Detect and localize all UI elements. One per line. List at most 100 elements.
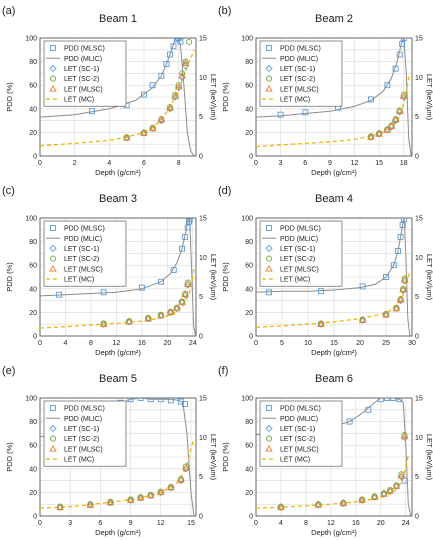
legend-swatch-diamond (49, 64, 57, 73)
legend-label: LET (MLSC) (64, 446, 103, 453)
y-tick-label: 60 (245, 263, 253, 270)
plot-area (255, 397, 413, 517)
y-tick-label: 100 (241, 396, 253, 403)
data-point-diamond (173, 304, 181, 313)
data-point-square (89, 108, 95, 115)
data-point-triangle (181, 59, 190, 66)
data-point-square (395, 248, 401, 254)
legend-label: LET (SC-1) (64, 66, 99, 73)
legend-label: LET (MC) (64, 277, 94, 284)
panel-title: Beam 6 (315, 373, 353, 385)
data-point-triangle (126, 496, 135, 504)
legend-label: PDD (MLIC) (64, 56, 102, 63)
y-tick-label: 100 (25, 396, 37, 403)
x-tick-label: 9 (328, 160, 332, 167)
data-point-circle (182, 58, 189, 65)
x-tick-label: 9 (129, 520, 133, 527)
x-tick-label: 8 (89, 340, 93, 347)
data-point-diamond (157, 311, 165, 320)
data-point-diamond (370, 493, 379, 501)
x-tick-label: 0 (38, 520, 42, 527)
data-point-square (359, 283, 366, 290)
data-point-square (384, 398, 390, 401)
y-tick-label: 40 (29, 286, 37, 293)
panel-label: (a) (2, 5, 15, 17)
data-point-diamond (386, 487, 394, 495)
y2-tick-label: 0 (415, 514, 419, 521)
legend-label: LET (MLSC) (280, 446, 319, 453)
data-point-square (396, 398, 403, 403)
panel-label: (f) (218, 365, 228, 377)
data-point-diamond (166, 308, 175, 317)
x-tick-label: 10 (304, 340, 312, 347)
y2-tick-label: 10 (415, 435, 423, 442)
y-axis-title: PDD (%) (5, 82, 14, 112)
y2-tick-label: 0 (199, 154, 203, 161)
data-point-triangle (125, 317, 133, 325)
x-tick-label: 3 (68, 520, 72, 527)
y-tick-label: 0 (249, 334, 253, 341)
data-point-diamond (123, 134, 131, 142)
data-point-diamond (147, 491, 155, 500)
data-point-triangle (367, 133, 375, 140)
panel-label: (b) (218, 5, 231, 17)
x-tick-label: 20 (356, 340, 364, 347)
y2-tick-label: 5 (415, 474, 419, 481)
data-point-diamond (86, 501, 94, 509)
legend-label: PDD (MLIC) (280, 416, 318, 423)
data-point-square (302, 109, 309, 116)
x-axis-title: Depth (g/cm²) (311, 168, 357, 177)
plot-area (255, 37, 413, 157)
y2-axis-title: LET (keV/μm) (209, 74, 218, 121)
y-tick-label: 20 (245, 490, 253, 497)
x-tick-label: 30 (408, 340, 416, 347)
x-tick-label: 0 (254, 340, 258, 347)
data-point-square (175, 38, 182, 41)
y-tick-label: 100 (241, 36, 253, 43)
data-point-triangle (400, 92, 408, 99)
x-tick-label: 24 (402, 520, 410, 527)
x-tick-label: 15 (330, 340, 338, 347)
data-point-circle (179, 70, 186, 77)
y2-tick-label: 15 (415, 36, 423, 43)
data-point-diamond (106, 498, 115, 507)
y-tick-label: 60 (29, 83, 37, 90)
data-point-triangle (183, 280, 192, 287)
legend-label: LET (MLSC) (280, 266, 319, 273)
y-tick-label: 20 (29, 310, 37, 317)
series-group (256, 38, 412, 156)
data-point-triangle (277, 503, 285, 511)
plot-area (255, 217, 413, 337)
data-point-diamond (137, 494, 145, 502)
y2-axis-title: LET (keV/μm) (209, 434, 218, 481)
data-point-square (184, 224, 191, 231)
legend-label: LET (MLSC) (64, 86, 103, 93)
series-line-pdd-mlic (256, 218, 411, 336)
legend-swatch-triangle (265, 84, 273, 92)
data-point-diamond (314, 501, 323, 509)
y-tick-label: 40 (29, 106, 37, 113)
data-point-diamond (358, 316, 367, 324)
x-tick-label: 4 (279, 520, 283, 527)
y2-tick-label: 0 (415, 154, 419, 161)
y-tick-label: 40 (29, 466, 37, 473)
data-point-diamond (277, 503, 285, 511)
y2-axis-title: LET (keV/μm) (425, 434, 433, 481)
x-axis-title: Depth (g/cm²) (95, 528, 141, 537)
series-line-let-mc (256, 452, 410, 509)
x-tick-label: 12 (157, 520, 165, 527)
legend-swatch-triangle (265, 444, 273, 452)
data-point-triangle (106, 498, 115, 506)
legend-label: LET (SC-1) (64, 426, 99, 433)
data-point-triangle (370, 493, 379, 500)
data-point-square (138, 284, 145, 291)
data-point-square (383, 274, 389, 280)
data-point-square (377, 398, 384, 403)
data-point-triangle (383, 126, 392, 133)
legend-swatch-triangle (49, 444, 57, 452)
legend-label: LET (MC) (64, 457, 94, 464)
x-tick-label: 8 (177, 160, 181, 167)
y-tick-label: 80 (29, 419, 37, 426)
legend-swatch-square (50, 225, 56, 231)
data-point-square (163, 61, 170, 67)
